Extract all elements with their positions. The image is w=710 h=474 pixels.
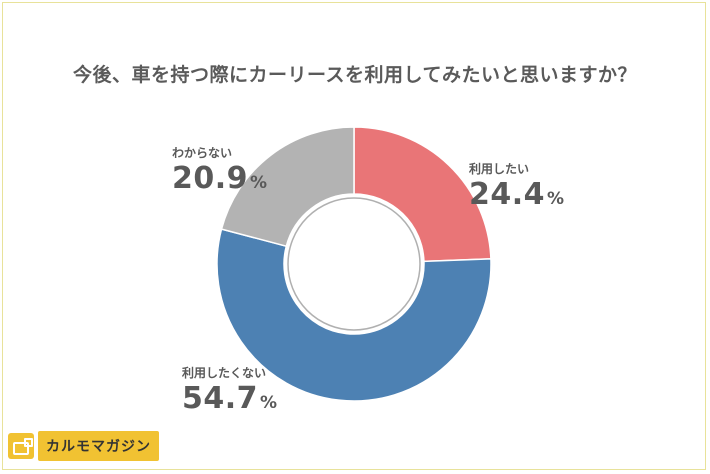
label-agree-value: 24.4 <box>469 177 546 212</box>
slice-0 <box>353 126 492 263</box>
label-disagree-name: 利用したくない <box>182 366 267 380</box>
label-agree: 利用したい 24.4% <box>469 160 564 212</box>
label-disagree-unit: % <box>260 393 278 413</box>
slice-2 <box>220 126 355 248</box>
label-agree-name: 利用したい <box>469 162 530 176</box>
label-unsure: わからない 20.9% <box>172 144 267 196</box>
label-agree-unit: % <box>547 189 565 209</box>
label-disagree-value: 54.7 <box>182 381 259 416</box>
label-unsure-name: わからない <box>172 146 233 160</box>
truck-icon <box>8 433 34 459</box>
brand-name: カルモマガジン <box>38 431 159 461</box>
chart-title: 今後、車を持つ際にカーリースを利用してみたいと思いますか？ <box>73 64 637 86</box>
label-disagree: 利用したくない 54.7% <box>182 364 277 416</box>
slice-1 <box>216 228 492 402</box>
donut-hole <box>287 197 421 331</box>
brand-logo[interactable]: カルモマガジン <box>8 431 159 461</box>
label-unsure-unit: % <box>250 173 268 193</box>
label-unsure-value: 20.9 <box>172 161 249 196</box>
